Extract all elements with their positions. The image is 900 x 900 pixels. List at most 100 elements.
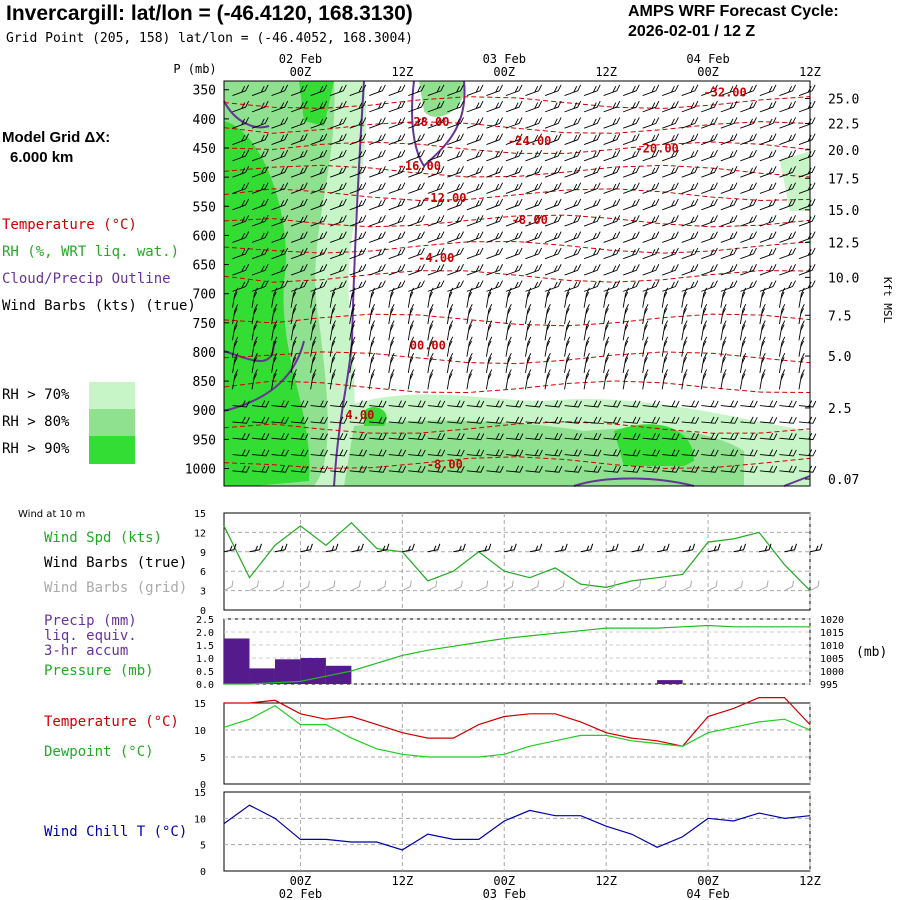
wind-barb [505,133,523,145]
wind-barb [310,166,328,178]
wind-barb [720,400,739,408]
wind-barb [310,287,317,308]
wind-barb [603,198,621,211]
wind-barb [232,320,239,341]
wind-barb [603,182,621,194]
wind-barb [583,336,590,357]
wind-barb [622,287,629,308]
wind-barb [779,247,796,260]
wind-barb [388,166,406,178]
wind-barb [603,352,610,374]
wind-barb [466,369,473,390]
wind-barb [623,264,640,276]
wind-barb [779,117,796,129]
wind-barb [544,336,551,357]
wind-barb-grid [707,580,718,592]
wind-barb [330,84,347,96]
wind-barb-true [580,543,594,553]
wind-barb [349,336,356,357]
wind-barb [544,352,551,374]
wind-barb [583,264,601,276]
wind-barb [407,287,415,308]
wind-barb [759,352,766,374]
wind-ytick-label: 6 [200,567,206,578]
wind-barb [544,231,562,243]
wind-barb [330,247,347,260]
pressure-line [224,624,810,685]
wind-barb [232,247,250,260]
wind-barb-true [682,543,696,553]
wind-barb [720,369,727,390]
rh90-label: RH > 90% [2,441,70,457]
wind-barb [583,369,590,390]
wind-barb-true [758,543,772,553]
wind-barb [466,400,485,408]
wind-barb [779,432,797,441]
wind-barb-grid [402,580,412,592]
isotherm-line [223,351,811,365]
wind-barb [251,117,269,129]
isotherm-label: 4.00 [345,408,374,422]
pressure-tick-label: 450 [193,142,216,157]
wind-barb [525,400,543,408]
legend-precip-line3: 3-hr accum [44,643,129,659]
bottom-time-label: 12Z [392,874,414,888]
wind-barb [798,287,805,308]
wind-barb [251,264,269,276]
wind-barb [232,336,239,357]
wind-barb [564,416,582,424]
wind-barb [642,100,660,113]
wind-barb [623,416,641,424]
wind-barb [388,198,406,211]
wind-barb [759,304,766,325]
wind-barb [408,432,426,441]
wind-barb [427,166,445,178]
wind-barb [681,84,699,96]
wind-barb [759,117,777,129]
wind-barb [603,133,621,145]
wind-barb [505,369,512,390]
wind-barb [232,182,250,194]
wind-barb [369,215,386,227]
isotherm-label: -32.00 [703,86,746,100]
wind-barb [642,215,660,227]
wind-barb [349,182,367,194]
wind-barb [447,182,464,194]
model-grid-label: Model Grid ΔX: [2,129,111,146]
wind-barb [544,133,562,145]
wind-barb [759,449,778,457]
wind-barb [642,133,660,145]
pressure-tick-label: 600 [193,229,216,244]
wind-barb [739,304,747,325]
wind-barb [466,247,484,260]
wind-barb [584,400,602,408]
wind-barb [330,432,348,441]
wind-barb [564,320,571,341]
wind-barb [564,264,582,276]
wind-barb [271,84,289,96]
wind-barb [486,432,504,441]
wind-barb [603,149,621,162]
wind-barb [759,133,777,145]
wind-barb [544,304,551,325]
wind-barb [544,166,562,178]
wind-barb [525,352,532,374]
wind-barb [349,320,356,341]
wind-barb [720,215,738,227]
wind-barb [759,215,777,227]
wind-barb [623,84,640,96]
wind-barb [778,304,786,325]
rh80-label: RH > 80% [2,414,70,430]
wind-barb [642,432,661,441]
wind-barb [271,432,289,441]
wind-barb [408,84,425,96]
wind-barb [740,84,757,96]
wind-barb [232,149,250,162]
isotherm-line [223,164,811,178]
wind-barb [583,320,590,341]
wind-barb [427,400,446,408]
wind-barb [544,432,563,441]
wind-barb [642,84,660,96]
precip-ytick-label: 1.0 [196,654,214,665]
wind-barb [720,84,738,96]
